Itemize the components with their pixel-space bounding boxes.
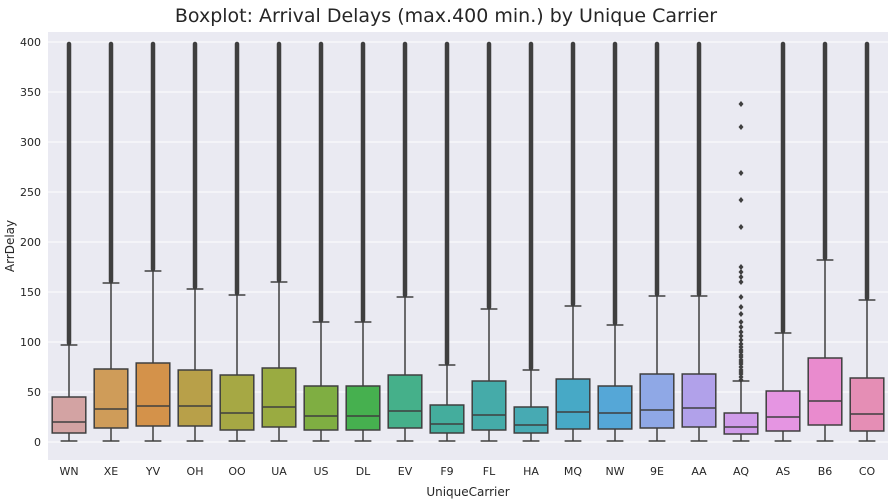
x-tick-label-aq: AQ xyxy=(733,465,749,478)
iqr-box xyxy=(597,385,633,430)
x-tick-label-oh: OH xyxy=(187,465,204,478)
iqr-box xyxy=(513,406,549,434)
x-tick-label-mq: MQ xyxy=(564,465,582,478)
iqr-box xyxy=(471,380,507,431)
box-9e xyxy=(639,41,675,442)
box-aq xyxy=(723,101,759,442)
box-aa xyxy=(681,41,717,442)
box-co xyxy=(849,41,885,442)
box-ha xyxy=(513,41,549,442)
x-tick-label-co: CO xyxy=(859,465,876,478)
x-axis-ticks: WN XE YV OH OO UA US DL EV F9 FL HA MQ NW 9E AA AQ AS B6 CO xyxy=(59,465,875,478)
box-b6 xyxy=(807,41,843,442)
box-ua xyxy=(261,41,297,442)
box-as xyxy=(765,41,801,442)
chart-title: Boxplot: Arrival Delays (max.400 min.) b… xyxy=(175,5,717,27)
iqr-box xyxy=(639,373,675,429)
outlier-point xyxy=(738,269,744,275)
iqr-box xyxy=(177,369,213,427)
iqr-box xyxy=(681,373,717,428)
grid-lines xyxy=(48,41,888,443)
iqr-box xyxy=(135,362,171,427)
y-axis-label: ArrDelay xyxy=(3,220,17,272)
outlier-point xyxy=(738,279,744,285)
x-tick-label-yv: YV xyxy=(145,465,161,478)
box-ev xyxy=(387,41,423,442)
iqr-box xyxy=(219,374,255,431)
plot-background xyxy=(48,32,888,460)
x-tick-label-9e: 9E xyxy=(650,465,664,478)
outlier-point xyxy=(738,124,744,130)
x-tick-label-f9: F9 xyxy=(440,465,453,478)
x-tick-label-dl: DL xyxy=(356,465,371,478)
iqr-box xyxy=(387,374,423,429)
outlier-point xyxy=(738,101,744,107)
outlier-point xyxy=(738,264,744,270)
x-tick-label-nw: NW xyxy=(605,465,624,478)
outliers-aq xyxy=(738,101,744,383)
outlier-point xyxy=(738,224,744,230)
iqr-box xyxy=(261,367,297,428)
x-tick-label-wn: WN xyxy=(59,465,78,478)
outlier-point xyxy=(738,197,744,203)
outlier-point xyxy=(738,337,744,343)
outlier-point xyxy=(738,170,744,176)
outlier-point xyxy=(738,274,744,280)
box-xe xyxy=(93,41,129,442)
iqr-box xyxy=(303,385,339,431)
y-tick-label: 250 xyxy=(20,186,41,199)
y-tick-label: 200 xyxy=(20,236,41,249)
x-tick-label-ev: EV xyxy=(398,465,413,478)
box-oo xyxy=(219,41,255,442)
x-tick-label-ua: UA xyxy=(271,465,287,478)
iqr-box xyxy=(555,378,591,430)
x-tick-label-ha: HA xyxy=(523,465,539,478)
outlier-point xyxy=(738,304,744,310)
x-tick-label-xe: XE xyxy=(104,465,119,478)
box-nw xyxy=(597,41,633,442)
outlier-point xyxy=(738,324,744,330)
box-f9 xyxy=(429,41,465,442)
boxes-layer xyxy=(51,41,885,442)
box-yv xyxy=(135,41,171,442)
iqr-box xyxy=(429,404,465,434)
outlier-point xyxy=(738,329,744,335)
x-tick-label-b6: B6 xyxy=(818,465,833,478)
box-wn xyxy=(51,41,87,442)
x-tick-label-as: AS xyxy=(776,465,791,478)
iqr-box xyxy=(765,390,801,432)
x-tick-label-aa: AA xyxy=(691,465,707,478)
outlier-point xyxy=(738,294,744,300)
y-tick-label: 150 xyxy=(20,286,41,299)
y-tick-label: 100 xyxy=(20,336,41,349)
box-us xyxy=(303,41,339,442)
box-dl xyxy=(345,41,381,442)
box-fl xyxy=(471,41,507,442)
box-mq xyxy=(555,41,591,442)
outlier-point xyxy=(738,333,744,339)
iqr-box xyxy=(345,385,381,431)
x-axis-label: UniqueCarrier xyxy=(426,485,509,499)
y-tick-label: 300 xyxy=(20,136,41,149)
iqr-box xyxy=(849,377,885,432)
y-axis-ticks: 0 50 100 150 200 250 300 350 400 xyxy=(20,36,41,449)
y-tick-label: 0 xyxy=(34,436,41,449)
y-tick-label: 350 xyxy=(20,86,41,99)
y-tick-label: 400 xyxy=(20,36,41,49)
iqr-box xyxy=(51,396,87,434)
x-tick-label-oo: OO xyxy=(228,465,246,478)
x-tick-label-us: US xyxy=(313,465,328,478)
x-tick-label-fl: FL xyxy=(483,465,496,478)
iqr-box xyxy=(723,412,759,435)
outlier-point xyxy=(738,311,744,317)
outlier-point xyxy=(738,341,744,347)
iqr-box xyxy=(807,357,843,426)
box-oh xyxy=(177,41,213,442)
iqr-box xyxy=(93,368,129,429)
y-tick-label: 50 xyxy=(27,386,41,399)
outlier-point xyxy=(738,319,744,325)
